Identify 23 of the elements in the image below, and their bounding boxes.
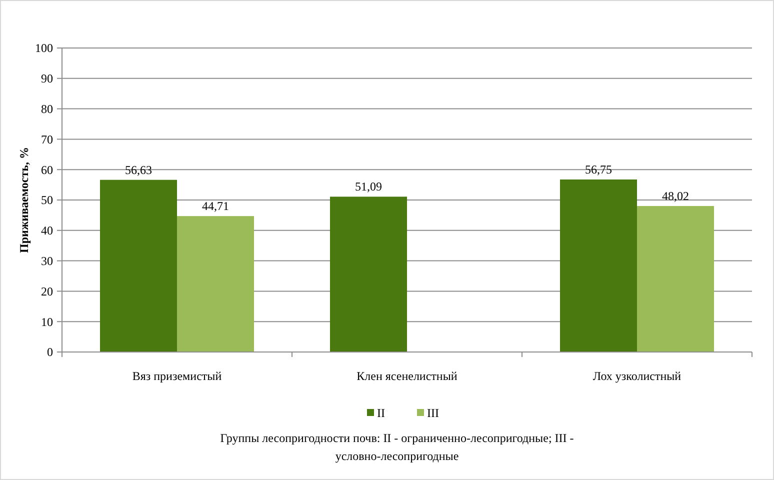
y-tick-label: 20 — [41, 284, 53, 298]
x-tick-label: Клен ясенелистный — [356, 369, 458, 383]
data-label: 56,63 — [125, 162, 152, 177]
legend-label: III — [427, 406, 439, 420]
y-tick-label: 30 — [41, 254, 53, 268]
y-tick-label: 40 — [41, 224, 53, 238]
y-tick-label: 100 — [35, 41, 53, 56]
y-tick-label: 90 — [41, 72, 53, 86]
y-axis-title: Приживаемость, % — [17, 147, 31, 253]
data-label: 56,75 — [585, 162, 612, 176]
x-tick-label: Лох узколистный — [592, 369, 682, 383]
data-label: 48,02 — [662, 189, 689, 204]
y-tick-label: 10 — [41, 314, 53, 329]
y-tick-label: 70 — [41, 132, 53, 146]
y-tick-label: 80 — [41, 102, 53, 116]
data-label: 51,09 — [355, 180, 382, 194]
y-tick-label: 0 — [47, 345, 53, 360]
data-label: 44,71 — [202, 199, 229, 214]
x-tick-label: Вяз приземистый — [132, 369, 222, 383]
legend-label: II — [377, 406, 385, 420]
y-tick-label: 60 — [41, 162, 53, 177]
y-tick-label: 50 — [41, 193, 53, 208]
text: Группы лесопригодности почв: II - ограниченно-лесопригодные; III - условно-лесопригодные — [220, 431, 574, 463]
